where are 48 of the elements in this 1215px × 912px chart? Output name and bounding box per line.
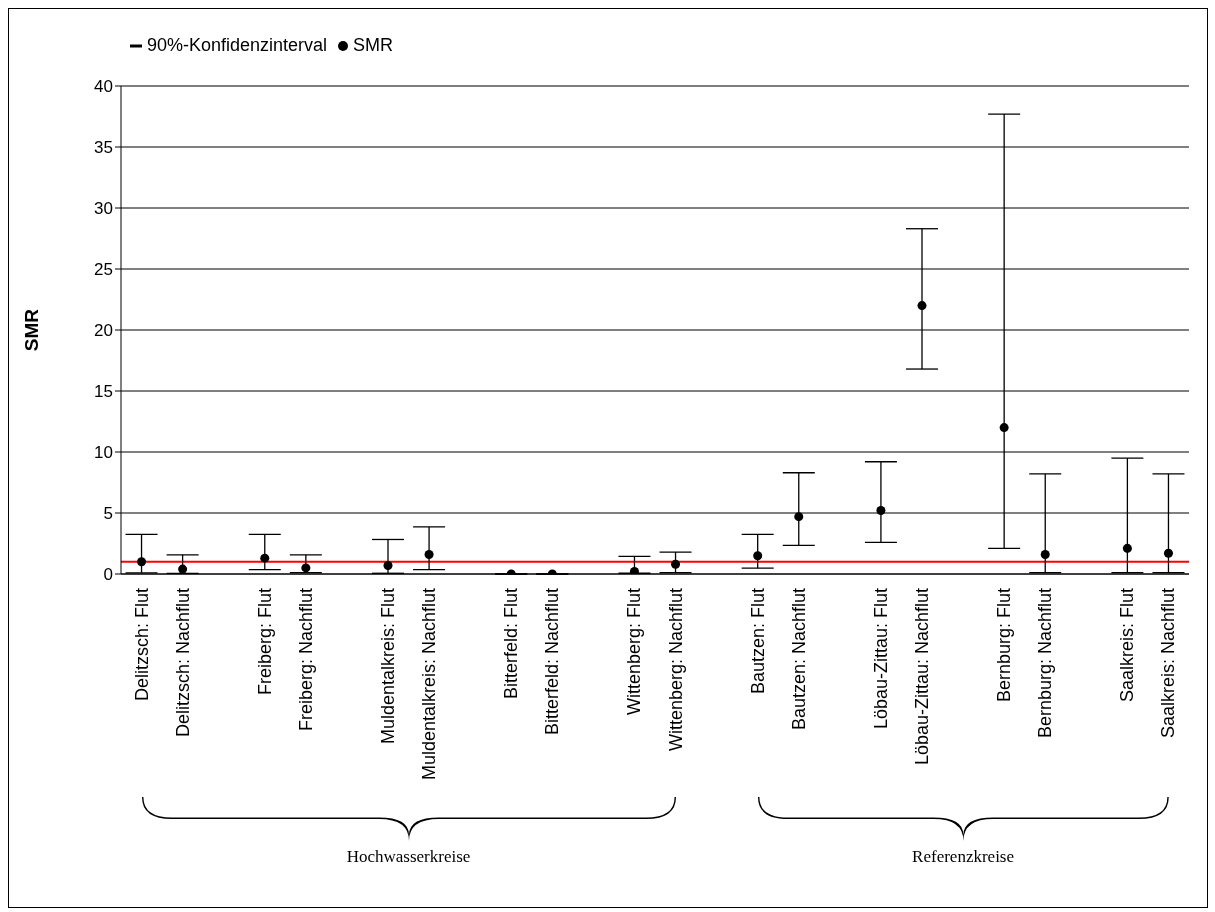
x-tick-label: Löbau-Zittau: Nachflut xyxy=(912,588,932,766)
point xyxy=(137,557,147,567)
y-tick-label: 25 xyxy=(94,260,113,280)
y-tick-label: 10 xyxy=(94,443,113,463)
x-tick-label: Bitterfeld: Nachflut xyxy=(542,588,563,736)
point xyxy=(260,553,270,563)
y-tick-label: 5 xyxy=(103,504,113,524)
x-tick-label: Bernburg: Flut xyxy=(994,588,1015,703)
x-tick-label: Bernburg: Nachflut xyxy=(1035,588,1056,739)
point xyxy=(1163,548,1173,558)
point xyxy=(178,564,188,574)
point xyxy=(876,506,886,516)
text: Hochwasserkreise xyxy=(345,847,472,867)
point xyxy=(671,559,681,569)
point xyxy=(629,567,639,574)
point xyxy=(917,301,927,311)
x-tick-label: Freiberg: Nachflut xyxy=(295,588,316,732)
point xyxy=(999,423,1009,433)
x-tick-label: Muldentalkreis: Nachflut xyxy=(419,588,440,781)
x-tick-label: Freiberg: Flut xyxy=(254,588,275,696)
x-tick-label: Muldentalkreis: Flut xyxy=(378,588,398,745)
y-tick-label: 40 xyxy=(94,77,113,97)
x-tick-label: Löbau-Zittau: Flut xyxy=(870,588,891,730)
x-tick-label: Wittenberg: Flut xyxy=(624,588,645,716)
x-tick-label: Bitterfeld: Flut xyxy=(501,588,522,700)
y-tick-label: 30 xyxy=(94,199,113,219)
y-axis-title: SMR xyxy=(20,308,42,352)
y-tick-label: 35 xyxy=(94,138,113,158)
point xyxy=(424,549,434,559)
x-tick-label: Wittenberg: Nachflut xyxy=(665,588,686,752)
x-tick-label: Delitzsch: Flut xyxy=(131,588,152,702)
legend-label: SMR xyxy=(353,35,394,56)
point xyxy=(1122,543,1132,553)
x-tick-label: Delitzsch: Nachflut xyxy=(172,588,193,738)
point xyxy=(383,560,393,570)
point xyxy=(301,563,311,573)
text: 90%-Konfidenzinterval xyxy=(147,35,328,56)
point xyxy=(1040,549,1050,559)
y-tick-label: 20 xyxy=(94,321,113,341)
y-tick-label: 0 xyxy=(103,565,113,585)
x-tick-label: Saalkreis: Flut xyxy=(1117,588,1138,703)
point xyxy=(794,512,804,522)
x-tick-label: Saalkreis: Nachflut xyxy=(1158,588,1179,739)
x-tick-label: Bautzen: Flut xyxy=(747,588,768,695)
text: Referenzkreise xyxy=(911,847,1016,867)
x-tick-label: Bautzen: Nachflut xyxy=(788,588,809,731)
y-tick-label: 15 xyxy=(94,382,113,402)
point xyxy=(753,551,763,561)
